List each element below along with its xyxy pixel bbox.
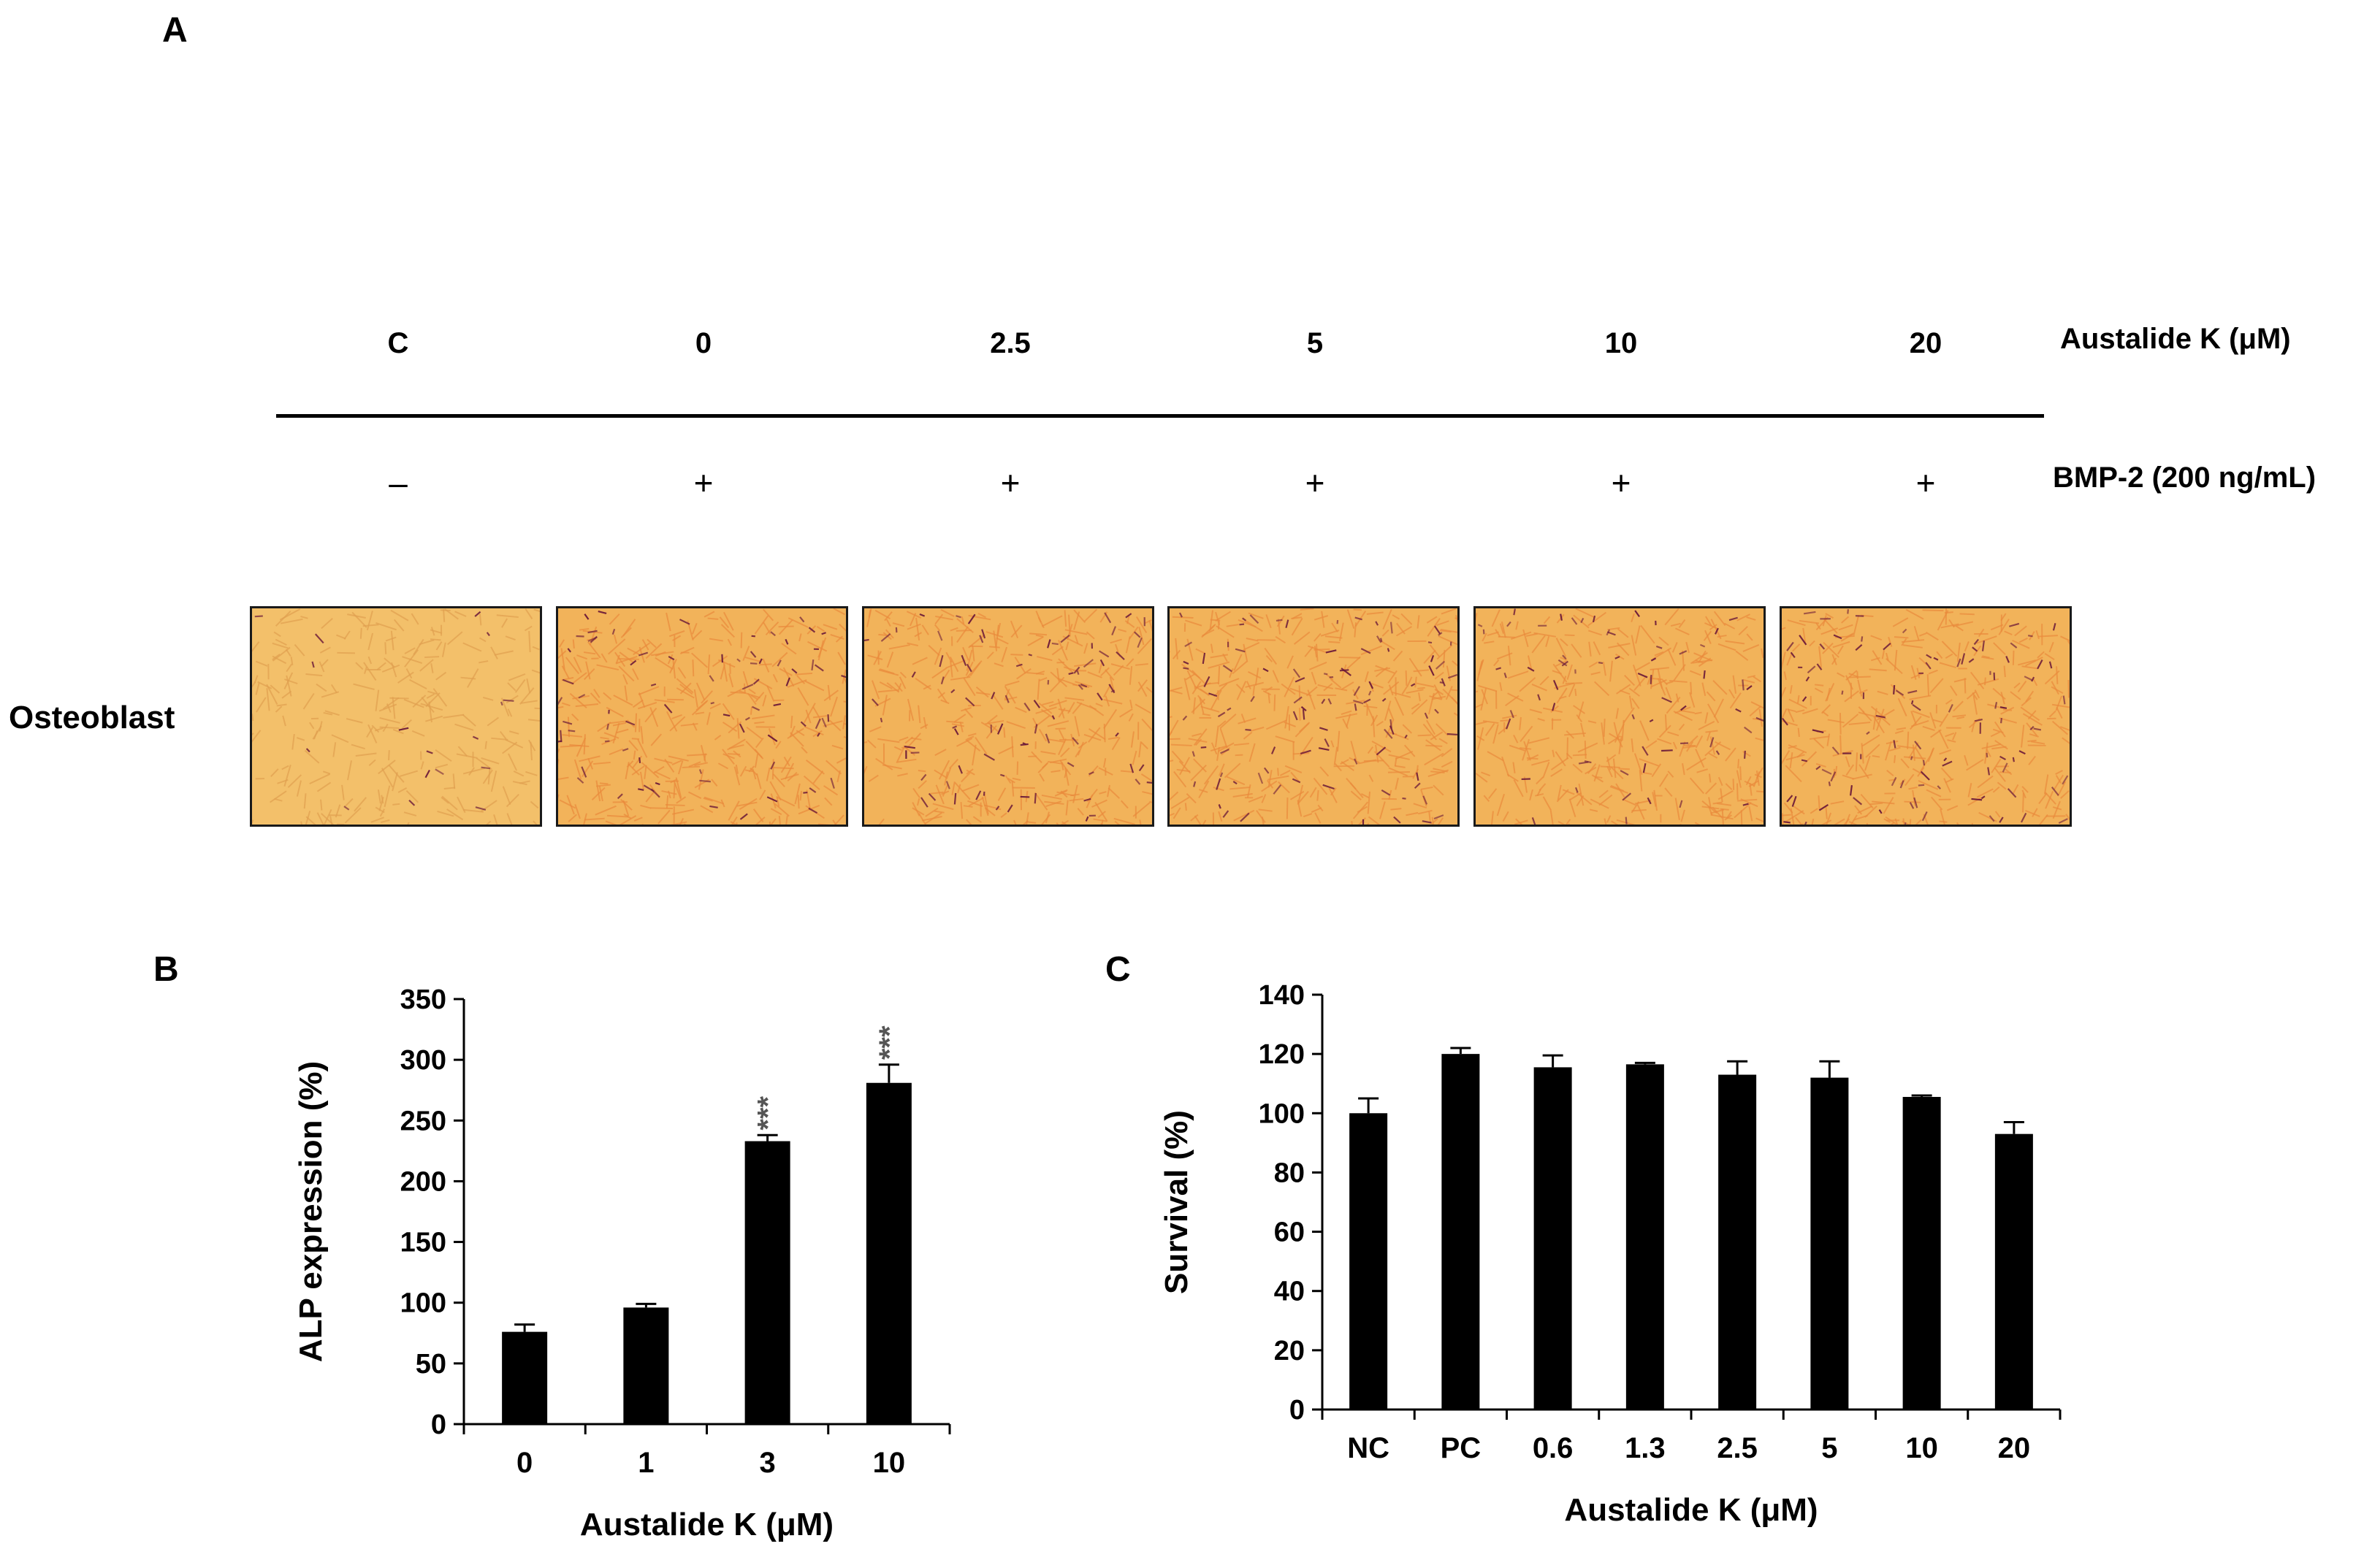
survival-category-label: 0.6 [1533, 1432, 1574, 1464]
alp-bar [502, 1331, 548, 1424]
survival-bar [1625, 1064, 1664, 1410]
alp-bar [623, 1307, 669, 1424]
alp-ytick-label: 100 [400, 1288, 446, 1319]
alp-bar [866, 1082, 912, 1424]
micrograph-5 [1167, 606, 1460, 827]
alp-category-label: 3 [760, 1447, 776, 1479]
alp-significance: *** [874, 1025, 906, 1060]
conc-header-2: 0 [695, 327, 712, 359]
alp-chart: 0 50 100 150 200 250 300 350 0 1 3 *** 10 *** Austalid… [293, 984, 951, 1542]
alp-category-label: 0 [516, 1447, 533, 1479]
survival-category-label: 1.3 [1625, 1432, 1666, 1464]
conc-header-4: 5 [1306, 327, 1324, 359]
conc-header-3: 2.5 [990, 327, 1031, 359]
survival-category-label: PC [1441, 1432, 1482, 1464]
survival-category-label: 2.5 [1717, 1432, 1758, 1464]
alp-category-label: 10 [873, 1447, 906, 1479]
alp-ytick-label: 0 [431, 1410, 446, 1440]
bmp-sign-1: – [389, 464, 408, 502]
survival-x-axis-label: Austalide K (μM) [1564, 1492, 1818, 1528]
alp-category-label: 1 [638, 1447, 654, 1479]
survival-bar [1441, 1054, 1480, 1410]
alp-ytick-label: 50 [416, 1349, 446, 1380]
micrograph-2-5 [862, 606, 1154, 827]
panel-letter-c: C [1105, 950, 1131, 989]
survival-chart: 0 20 40 60 80 100 120 140 NC PC 0.6 1.3 2.5 5 10 20 Aust… [1159, 980, 2062, 1528]
survival-category-label: 20 [1998, 1432, 2031, 1464]
survival-bar [1349, 1113, 1388, 1410]
survival-ytick-label: 100 [1259, 1098, 1305, 1129]
survival-bar [1718, 1074, 1757, 1410]
alp-x-axis-label: Austalide K (μM) [580, 1507, 834, 1542]
survival-ytick-label: 40 [1274, 1277, 1305, 1307]
conc-header-5: 10 [1604, 327, 1638, 359]
treatment-label: Austalide K (μM) [2060, 323, 2291, 355]
row-label-osteoblast: Osteoblast [9, 700, 175, 735]
micrograph-c [250, 606, 542, 827]
header-divider [276, 414, 2044, 418]
alp-significance: *** [752, 1095, 785, 1130]
bmp-sign-3: + [1000, 464, 1021, 502]
survival-bar [1902, 1096, 1941, 1410]
micrograph-20 [1780, 606, 2072, 827]
survival-category-label: 5 [1821, 1432, 1837, 1464]
bmp-label: BMP-2 (200 ng/mL) [2053, 462, 2317, 494]
alp-ytick-label: 200 [400, 1166, 446, 1197]
bmp-sign-5: + [1611, 464, 1631, 502]
conc-header-6: 20 [1909, 327, 1942, 359]
alp-ytick-label: 350 [400, 984, 446, 1015]
survival-ytick-label: 120 [1259, 1039, 1305, 1070]
survival-category-label: NC [1347, 1432, 1389, 1464]
micrograph-10 [1473, 606, 1766, 827]
alp-ytick-label: 150 [400, 1228, 446, 1258]
micrograph-0 [556, 606, 848, 827]
bmp-sign-4: + [1305, 464, 1325, 502]
alp-y-axis-label: ALP expression (%) [293, 1061, 329, 1362]
survival-bar [1994, 1133, 2033, 1410]
bmp-sign-6: + [1915, 464, 1936, 502]
survival-ytick-label: 80 [1274, 1158, 1305, 1188]
survival-ytick-label: 20 [1274, 1336, 1305, 1366]
survival-bar [1533, 1067, 1572, 1410]
alp-ytick-label: 250 [400, 1106, 446, 1136]
bmp-sign-2: + [693, 464, 714, 502]
panel-letter-a: A [162, 11, 188, 50]
survival-bar [1810, 1077, 1849, 1410]
survival-ytick-label: 60 [1274, 1217, 1305, 1248]
panel-letter-b: B [153, 950, 179, 989]
survival-y-axis-label: Survival (%) [1159, 1110, 1194, 1294]
survival-ytick-label: 0 [1289, 1395, 1305, 1426]
alp-bar [744, 1141, 790, 1424]
conc-header-1: C [387, 327, 409, 359]
survival-category-label: 10 [1905, 1432, 1938, 1464]
alp-ytick-label: 300 [400, 1045, 446, 1076]
survival-ytick-label: 140 [1259, 980, 1305, 1011]
